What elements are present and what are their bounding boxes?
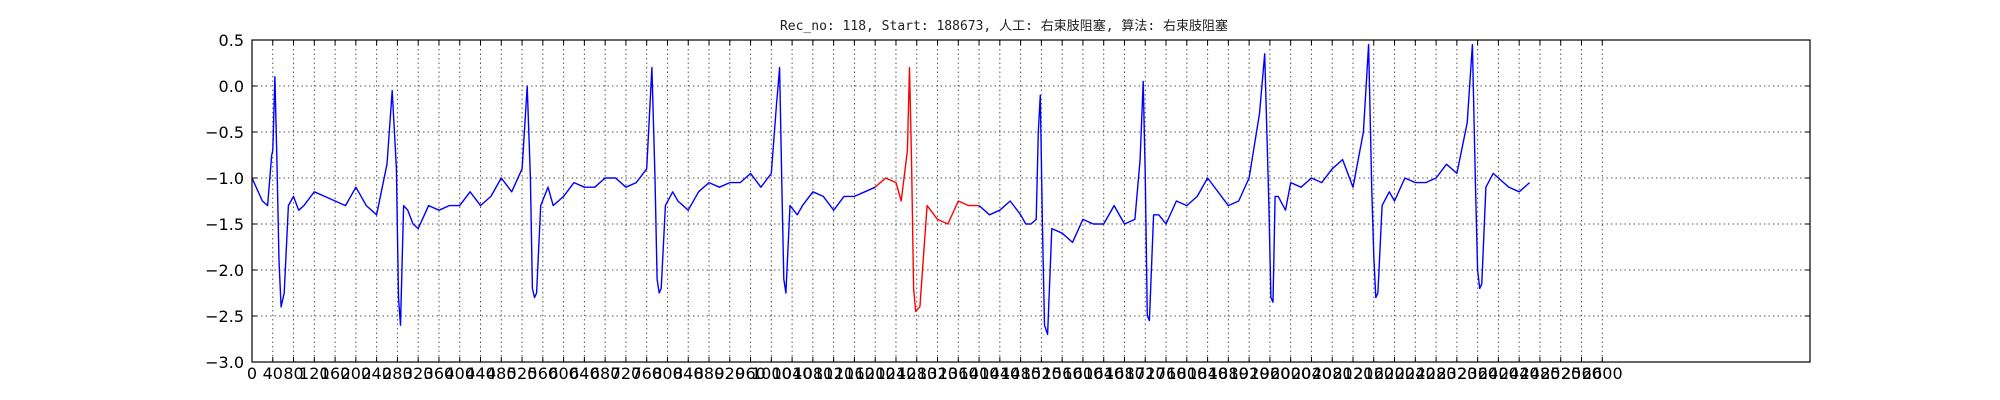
x-tick-label: 400 xyxy=(444,364,475,383)
x-tick-label: 1400 xyxy=(959,364,1000,383)
x-tick-label: 2240 xyxy=(1395,364,1436,383)
x-tick-label: 440 xyxy=(465,364,496,383)
x-tick-label: 2440 xyxy=(1499,364,1540,383)
plot-frame xyxy=(251,39,1811,363)
y-tick-label: −0.5 xyxy=(205,123,244,142)
x-tick-label: 1360 xyxy=(938,364,979,383)
x-tick-label: 1440 xyxy=(979,364,1020,383)
x-tick-label: 40 xyxy=(263,364,283,383)
y-tick-label: 0.5 xyxy=(219,31,244,50)
x-tick-label: 1040 xyxy=(772,364,813,383)
x-tick-label: 640 xyxy=(569,364,600,383)
y-tick-label: −1.0 xyxy=(205,169,244,188)
x-tick-label: 1120 xyxy=(813,364,854,383)
x-tick-label: 840 xyxy=(673,364,704,383)
x-tick-label: 760 xyxy=(631,364,662,383)
y-tick-label: −2.5 xyxy=(205,307,244,326)
x-tick-label: 2400 xyxy=(1478,364,1519,383)
x-tick-label: 2320 xyxy=(1436,364,1477,383)
x-tick-label: 1280 xyxy=(896,364,937,383)
x-tick-label: 1600 xyxy=(1063,364,1104,383)
x-tick-label: 920 xyxy=(715,364,746,383)
x-tick-label: 2080 xyxy=(1312,364,1353,383)
ecg-trace-line-0 xyxy=(251,66,876,326)
x-tick-label: 1760 xyxy=(1146,364,1187,383)
x-tick-label: 2120 xyxy=(1333,364,1374,383)
x-tick-label: 280 xyxy=(382,364,413,383)
x-axis-ticks: 0 40 8012016020024028032036040044048052056… xyxy=(247,40,1623,383)
x-tick-label: 1840 xyxy=(1187,364,1228,383)
x-tick-label: 320 xyxy=(403,364,434,383)
highlighted-beat-line xyxy=(874,66,980,313)
x-tick-label: 240 xyxy=(361,364,392,383)
x-tick-label: 2360 xyxy=(1457,364,1498,383)
x-tick-label: 1960 xyxy=(1250,364,1291,383)
y-tick-label: 0.0 xyxy=(219,77,244,96)
x-tick-label: 680 xyxy=(590,364,621,383)
x-tick-label: 2280 xyxy=(1416,364,1457,383)
x-tick-label: 1240 xyxy=(876,364,917,383)
x-tick-label: 960 xyxy=(735,364,766,383)
x-tick-label: 2040 xyxy=(1291,364,1332,383)
x-tick-label: 1720 xyxy=(1125,364,1166,383)
y-tick-label: −1.5 xyxy=(205,215,244,234)
x-tick-label: 1160 xyxy=(834,364,875,383)
x-tick-label: 160 xyxy=(320,364,351,383)
y-tick-label: −2.0 xyxy=(205,261,244,280)
x-tick-label: 1880 xyxy=(1208,364,1249,383)
x-tick-label: 880 xyxy=(694,364,725,383)
x-tick-label: 1480 xyxy=(1000,364,1041,383)
x-tick-label: 600 xyxy=(548,364,579,383)
x-tick-label: 1920 xyxy=(1229,364,1270,383)
x-tick-label: 1320 xyxy=(917,364,958,383)
x-tick-label: 1000 xyxy=(751,364,792,383)
x-tick-label: 1800 xyxy=(1166,364,1207,383)
x-tick-label: 1200 xyxy=(855,364,896,383)
x-tick-label: 1560 xyxy=(1042,364,1083,383)
x-tick-label: 2520 xyxy=(1540,364,1581,383)
x-tick-label: 2160 xyxy=(1353,364,1394,383)
x-tick-label: 120 xyxy=(299,364,330,383)
x-tick-label: 1680 xyxy=(1104,364,1145,383)
x-tick-label: 1080 xyxy=(793,364,834,383)
x-tick-label: 2600 xyxy=(1582,364,1623,383)
x-tick-label: 800 xyxy=(652,364,683,383)
ecg-trace-line-2 xyxy=(978,43,1531,336)
x-tick-label: 200 xyxy=(341,364,372,383)
x-tick-label: 520 xyxy=(507,364,538,383)
ecg-series xyxy=(251,43,1531,336)
x-tick-label: 2200 xyxy=(1374,364,1415,383)
x-tick-label: 720 xyxy=(611,364,642,383)
x-tick-label: 1640 xyxy=(1083,364,1124,383)
x-tick-label: 360 xyxy=(424,364,455,383)
x-tick-label: 480 xyxy=(486,364,517,383)
y-tick-label: −3.0 xyxy=(205,353,244,372)
y-axis-ticks: 0.5 0.0 −0.5 −1.0 −1.5 −2.0 −2.5 −3.0 xyxy=(205,31,1810,372)
x-tick-label: 560 xyxy=(528,364,559,383)
x-tick-label: 2560 xyxy=(1561,364,1602,383)
x-tick-label: 1520 xyxy=(1021,364,1062,383)
chart-title: Rec_no: 118, Start: 188673, 人工: 右束肢阻塞, 算… xyxy=(780,18,1228,34)
x-tick-label: 2000 xyxy=(1270,364,1311,383)
x-tick-label: 0 xyxy=(247,364,257,383)
x-tick-label: 2480 xyxy=(1520,364,1561,383)
x-tick-label: 80 xyxy=(283,364,303,383)
